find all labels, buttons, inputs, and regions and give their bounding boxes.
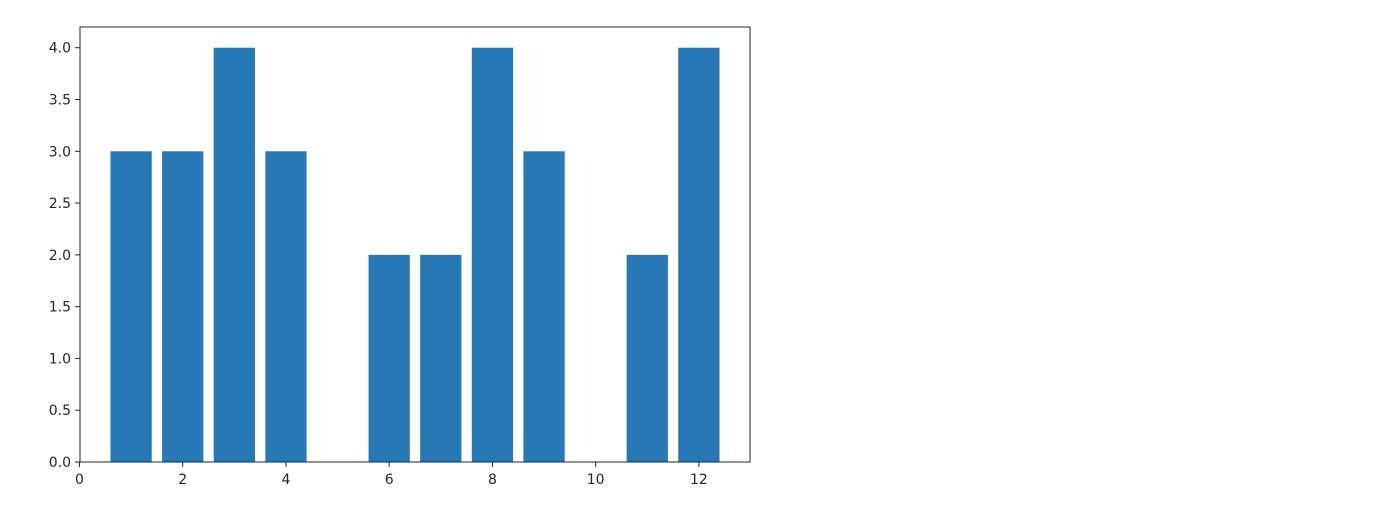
bar: [162, 151, 204, 463]
y-tick-label: 4.0: [49, 41, 71, 57]
bar: [471, 47, 514, 462]
x-tick-label: 2: [178, 472, 187, 488]
bar: [213, 47, 255, 462]
bar: [368, 254, 410, 462]
x-tick-label: 0: [75, 472, 84, 488]
bar: [523, 151, 565, 463]
axes-frame: [79, 26, 751, 463]
y-tick-label: 1.0: [49, 351, 71, 367]
bar: [110, 151, 152, 463]
bar: [678, 47, 720, 462]
bars: [110, 47, 720, 463]
bar: [265, 151, 307, 463]
x-tick-label: 10: [587, 472, 605, 488]
x-axis: 0 2 4 6 8 10 12: [75, 462, 708, 488]
x-tick-label: 8: [488, 472, 497, 488]
bar: [420, 254, 462, 462]
y-tick-label: 1.5: [49, 300, 71, 316]
bar: [626, 254, 668, 462]
y-axis: 0.0 0.5 1.0 1.5 2.0 2.5 3.0 3.5 4.0: [49, 41, 80, 471]
y-tick-label: 2.0: [49, 248, 71, 264]
x-tick-label: 4: [281, 472, 290, 488]
x-tick-label: 6: [385, 472, 394, 488]
y-tick-label: 0.5: [49, 403, 71, 419]
x-tick-label: 12: [690, 472, 708, 488]
y-tick-label: 2.5: [49, 196, 71, 212]
y-tick-label: 3.0: [49, 144, 71, 160]
y-tick-label: 0.0: [49, 455, 71, 471]
y-tick-label: 3.5: [49, 93, 71, 109]
